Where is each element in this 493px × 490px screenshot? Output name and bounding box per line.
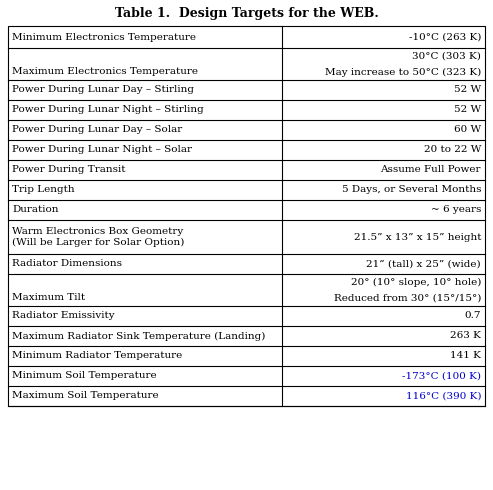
Text: Maximum Soil Temperature: Maximum Soil Temperature [12, 392, 159, 400]
Text: Power During Lunar Day – Solar: Power During Lunar Day – Solar [12, 125, 182, 134]
Text: Minimum Radiator Temperature: Minimum Radiator Temperature [12, 351, 182, 361]
Text: Warm Electronics Box Geometry
(Will be Larger for Solar Option): Warm Electronics Box Geometry (Will be L… [12, 227, 184, 247]
Text: Assume Full Power: Assume Full Power [381, 166, 481, 174]
Text: Reduced from 30° (15°/15°): Reduced from 30° (15°/15°) [334, 294, 481, 302]
Text: 20° (10° slope, 10° hole): 20° (10° slope, 10° hole) [351, 277, 481, 287]
Text: 116°C (390 K): 116°C (390 K) [406, 392, 481, 400]
Text: ~ 6 years: ~ 6 years [430, 205, 481, 215]
Text: Trip Length: Trip Length [12, 186, 74, 195]
Text: Power During Lunar Night – Stirling: Power During Lunar Night – Stirling [12, 105, 204, 115]
Text: Power During Transit: Power During Transit [12, 166, 126, 174]
Text: Maximum Radiator Sink Temperature (Landing): Maximum Radiator Sink Temperature (Landi… [12, 331, 265, 341]
Text: 141 K: 141 K [450, 351, 481, 361]
Text: Radiator Dimensions: Radiator Dimensions [12, 260, 122, 269]
Text: Minimum Electronics Temperature: Minimum Electronics Temperature [12, 32, 196, 42]
Text: Maximum Electronics Temperature: Maximum Electronics Temperature [12, 68, 198, 76]
Text: -10°C (263 K): -10°C (263 K) [409, 32, 481, 42]
Text: 5 Days, or Several Months: 5 Days, or Several Months [342, 186, 481, 195]
Text: -173°C (100 K): -173°C (100 K) [402, 371, 481, 381]
Text: Power During Lunar Day – Stirling: Power During Lunar Day – Stirling [12, 85, 194, 95]
Text: 52 W: 52 W [454, 85, 481, 95]
Text: 21.5” x 13” x 15” height: 21.5” x 13” x 15” height [353, 232, 481, 242]
Text: Power During Lunar Night – Solar: Power During Lunar Night – Solar [12, 146, 192, 154]
Text: Duration: Duration [12, 205, 59, 215]
Text: 21” (tall) x 25” (wide): 21” (tall) x 25” (wide) [366, 260, 481, 269]
Text: 52 W: 52 W [454, 105, 481, 115]
Text: May increase to 50°C (323 K): May increase to 50°C (323 K) [325, 68, 481, 76]
Text: 20 to 22 W: 20 to 22 W [423, 146, 481, 154]
Text: Maximum Tilt: Maximum Tilt [12, 294, 85, 302]
Text: Table 1.  Design Targets for the WEB.: Table 1. Design Targets for the WEB. [115, 7, 378, 20]
Text: 0.7: 0.7 [464, 312, 481, 320]
Bar [8, 26, 485, 406]
Text: 30°C (303 K): 30°C (303 K) [412, 51, 481, 60]
Text: Radiator Emissivity: Radiator Emissivity [12, 312, 115, 320]
Text: 263 K: 263 K [450, 332, 481, 341]
Text: Minimum Soil Temperature: Minimum Soil Temperature [12, 371, 157, 381]
Text: 60 W: 60 W [454, 125, 481, 134]
